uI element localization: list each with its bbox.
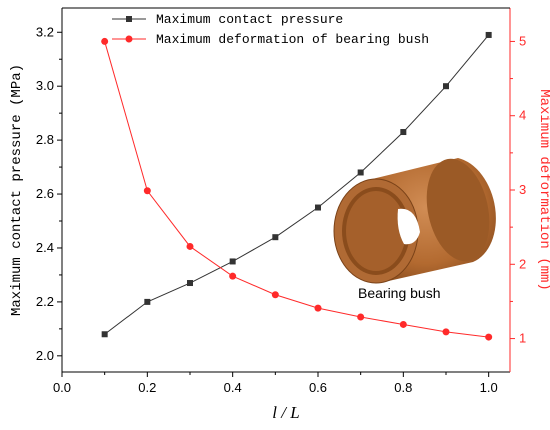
legend-marker-circle bbox=[125, 35, 133, 43]
x-tick-label: 0.8 bbox=[394, 380, 412, 395]
left-tick-label: 2.6 bbox=[36, 186, 54, 201]
pressure-point bbox=[443, 83, 449, 90]
x-tick-label: 0.0 bbox=[53, 380, 71, 395]
deformation-point bbox=[229, 272, 237, 280]
series-line-0 bbox=[104, 34, 490, 335]
right-tick-label: 3 bbox=[519, 182, 526, 197]
x-tick-label: 1.0 bbox=[480, 380, 498, 395]
x-tick-label: 0.2 bbox=[138, 380, 156, 395]
series-layer bbox=[101, 31, 493, 341]
legend-marker-square bbox=[126, 16, 132, 22]
legend-label-pressure: Maximum contact pressure bbox=[156, 12, 343, 27]
deformation-point bbox=[314, 304, 322, 312]
left-tick-label: 2.4 bbox=[36, 240, 54, 255]
deformation-point bbox=[143, 187, 151, 195]
left-tick-label: 2.8 bbox=[36, 132, 54, 147]
right-tick-label: 4 bbox=[519, 108, 526, 123]
right-axis-title: Maximum deformation (mm) bbox=[536, 89, 550, 291]
legend: Maximum contact pressure Maximum deforma… bbox=[112, 12, 429, 47]
x-tick-label: 0.4 bbox=[224, 380, 242, 395]
pressure-point bbox=[272, 234, 279, 241]
left-axis-title: Maximum contact pressure (MPa) bbox=[9, 64, 25, 316]
x-axis-ticks: 0.0 0.2 0.4 0.6 0.8 1.0 bbox=[53, 372, 498, 395]
bearing-bush-label: Bearing bush bbox=[358, 285, 441, 301]
right-tick-label: 2 bbox=[519, 256, 526, 271]
pressure-point bbox=[357, 169, 364, 176]
pressure-point bbox=[400, 129, 407, 136]
left-tick-label: 3.2 bbox=[36, 24, 54, 39]
left-axis-ticks: 2.0 2.2 2.4 2.6 2.8 3.0 3.2 bbox=[36, 24, 62, 363]
pressure-point bbox=[229, 258, 236, 265]
left-tick-label: 2.0 bbox=[36, 348, 54, 363]
deformation-point bbox=[186, 242, 194, 250]
deformation-point bbox=[442, 328, 450, 336]
deformation-point bbox=[271, 291, 279, 299]
deformation-point bbox=[357, 313, 365, 321]
right-tick-label: 5 bbox=[519, 33, 526, 48]
left-tick-label: 3.0 bbox=[36, 78, 54, 93]
pressure-point bbox=[144, 298, 151, 305]
right-axis-ticks: 1 2 3 4 5 bbox=[510, 33, 526, 346]
left-tick-label: 2.2 bbox=[36, 294, 54, 309]
deformation-point bbox=[101, 37, 109, 45]
pressure-point bbox=[101, 331, 108, 338]
deformation-point bbox=[485, 333, 493, 341]
bearing-bush-illustration bbox=[333, 158, 496, 284]
right-tick-label: 1 bbox=[519, 331, 526, 346]
series-line-1 bbox=[104, 41, 489, 338]
pressure-point bbox=[187, 280, 193, 287]
legend-label-deformation: Maximum deformation of bearing bush bbox=[156, 32, 429, 47]
pressure-point bbox=[315, 204, 321, 211]
x-axis-title: l / L bbox=[272, 403, 299, 422]
pressure-point bbox=[485, 31, 492, 38]
x-tick-label: 0.6 bbox=[309, 380, 327, 395]
deformation-point bbox=[399, 320, 407, 328]
